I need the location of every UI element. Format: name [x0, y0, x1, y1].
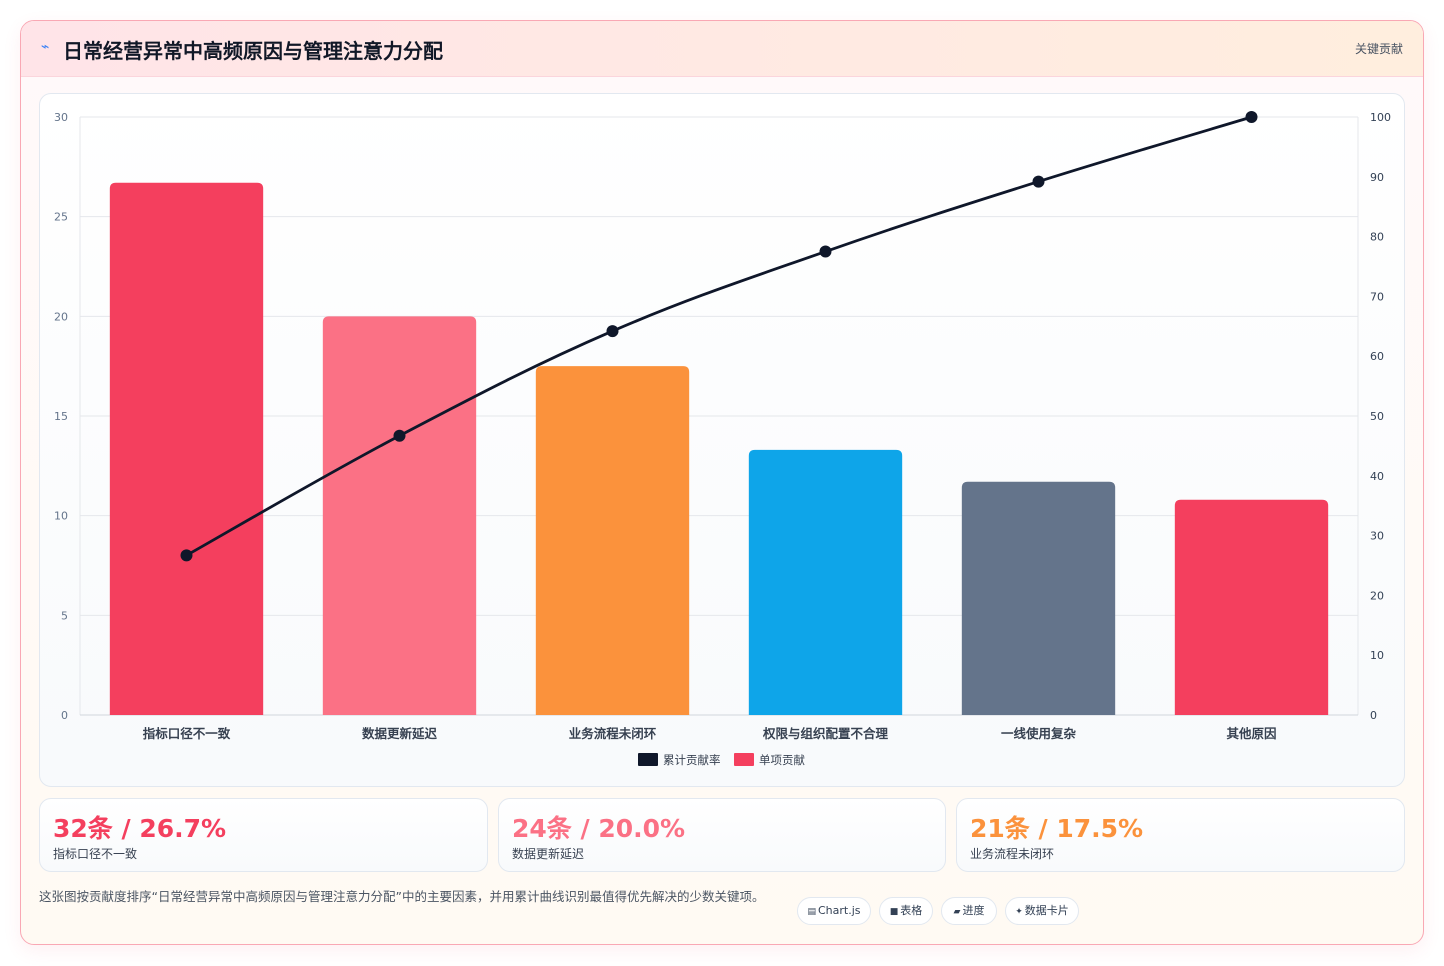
pareto-chart: 0 5 10 15 20 25 30 0 10 20 30 40 50 60 70 80 90 100 指标口径不一… — [54, 111, 1391, 767]
right-tick-label: 40 — [1370, 470, 1384, 483]
stat-card-1: 32条 / 26.7% 指标口径不一致 — [39, 798, 488, 872]
left-tick-label: 30 — [54, 111, 68, 124]
left-tick-label: 10 — [54, 510, 68, 523]
legend-label: 单项贡献 — [759, 753, 805, 767]
chip-table[interactable]: ■ 表格 — [879, 897, 933, 925]
bar-6 — [1174, 499, 1329, 715]
right-tick-label: 60 — [1370, 350, 1384, 363]
chart-description: 这张图按贡献度排序“日常经营异常中高频原因与管理注意力分配”中的主要因素，并用累… — [39, 889, 765, 904]
stat-card-2: 24条 / 20.0% 数据更新延迟 — [498, 798, 946, 872]
table-icon: ■ — [889, 907, 899, 917]
right-tick-label: 90 — [1370, 171, 1384, 184]
right-tick-label: 10 — [1370, 649, 1384, 662]
left-tick-label: 25 — [54, 211, 68, 224]
cumulative-point-4 — [819, 245, 832, 258]
x-tick-label: 一线使用复杂 — [1001, 726, 1077, 741]
bar-5 — [961, 481, 1116, 715]
chip-progress[interactable]: ▰ 进度 — [941, 897, 997, 925]
stat-label: 数据更新延迟 — [512, 847, 585, 861]
bar-4 — [748, 449, 903, 715]
chip-data-card[interactable]: ✦ 数据卡片 — [1005, 897, 1079, 925]
legend-label: 累计贡献率 — [663, 753, 721, 767]
progress-icon: ▰ — [953, 907, 961, 917]
card-header: ⌁ 日常经营异常中高频原因与管理注意力分配 关键贡献 — [21, 21, 1423, 77]
right-tick-label: 80 — [1370, 231, 1384, 244]
right-tick-label: 0 — [1370, 709, 1377, 722]
left-tick-label: 0 — [61, 709, 68, 722]
x-tick-label: 数据更新延迟 — [361, 726, 438, 741]
bar-2 — [322, 316, 477, 715]
cumulative-point-5 — [1032, 175, 1045, 188]
stat-card-3: 21条 / 17.5% 业务流程未闭环 — [956, 798, 1405, 872]
x-tick-label: 权限与组织配置不合理 — [762, 726, 889, 741]
stat-label: 指标口径不一致 — [53, 847, 138, 861]
x-tick-label: 业务流程未闭环 — [569, 726, 657, 741]
stat-value: 24条 / 20.0% — [512, 814, 686, 843]
chip-label: 数据卡片 — [1024, 904, 1069, 917]
legend-swatch — [638, 753, 658, 766]
left-tick-label: 20 — [54, 310, 68, 323]
right-tick-label: 50 — [1370, 410, 1384, 423]
right-tick-label: 20 — [1370, 589, 1384, 602]
chart-trend-icon: ⌁ — [41, 39, 50, 55]
cumulative-point-6 — [1245, 111, 1258, 123]
x-tick-label: 指标口径不一致 — [143, 726, 231, 741]
page-title: 日常经营异常中高频原因与管理注意力分配 — [63, 39, 443, 63]
x-tick-label: 其他原因 — [1226, 726, 1276, 741]
left-tick-label: 15 — [54, 410, 68, 423]
chip-label: 进度 — [962, 904, 985, 917]
chart-icon: ▤ — [807, 907, 816, 917]
right-tick-label: 70 — [1370, 290, 1384, 303]
stat-label: 业务流程未闭环 — [970, 847, 1055, 861]
right-tick-label: 30 — [1370, 530, 1384, 543]
bar-1 — [109, 182, 264, 715]
bar-3 — [535, 366, 690, 715]
chip-label: 表格 — [900, 904, 923, 917]
cumulative-point-2 — [393, 429, 406, 442]
card-icon: ✦ — [1015, 907, 1023, 917]
header-tag: 关键贡献 — [1354, 42, 1403, 56]
chip-label: Chart.js — [818, 904, 861, 917]
chart-panel: 0 5 10 15 20 25 30 0 10 20 30 40 50 60 70 80 90 100 指标口径不一… — [39, 93, 1405, 787]
legend-swatch — [734, 753, 754, 766]
stat-value: 32条 / 26.7% — [53, 814, 227, 843]
cumulative-point-3 — [606, 325, 619, 338]
chip-chartjs[interactable]: ▤ Chart.js — [797, 897, 871, 925]
cumulative-point-1 — [180, 549, 193, 562]
report-card: ⌁ 日常经营异常中高频原因与管理注意力分配 关键贡献 0 5 10 15 20 25 30 0… — [20, 20, 1424, 945]
cumulative-line — [185, 115, 1252, 557]
stat-value: 21条 / 17.5% — [970, 814, 1144, 843]
left-tick-label: 5 — [61, 609, 68, 622]
right-tick-label: 100 — [1370, 111, 1391, 124]
